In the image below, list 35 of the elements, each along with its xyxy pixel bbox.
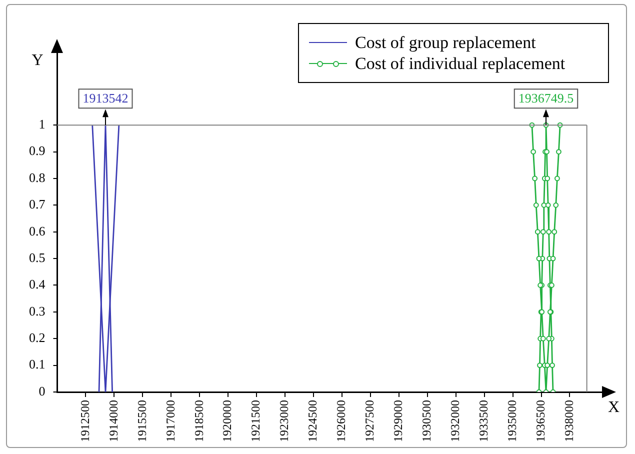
y-tick-label: 0.4 xyxy=(29,276,46,292)
y-axis-title: Y xyxy=(32,52,44,70)
x-tick-label: 1927500 xyxy=(362,400,377,442)
x-tick-label: 1926000 xyxy=(334,400,348,442)
x-tick-label: 1938000 xyxy=(562,400,576,442)
y-tick-label: 0.8 xyxy=(29,170,46,185)
x-tick-label: 1932000 xyxy=(448,400,462,442)
x-tick-label: 1914000 xyxy=(106,400,120,442)
x-tick-label: 1920000 xyxy=(220,400,234,442)
legend-label: Cost of individual replacement xyxy=(355,53,566,74)
x-tick-label: 1915500 xyxy=(134,400,149,442)
y-tick-label: 0.9 xyxy=(29,143,46,158)
x-tick-label: 1930500 xyxy=(420,400,434,442)
x-tick-label: 1917000 xyxy=(163,400,178,442)
y-tick-label: 1 xyxy=(38,116,46,132)
x-tick-label: 1918500 xyxy=(192,400,206,442)
x-tick-label: 1921500 xyxy=(248,400,263,442)
y-tick-label: 0.5 xyxy=(29,250,46,265)
annotation: 1936749.5 xyxy=(518,90,574,106)
y-tick-label: 0.1 xyxy=(29,356,46,372)
y-tick-label: 0.3 xyxy=(29,303,46,318)
x-tick-label: 1935000 xyxy=(504,400,519,442)
annotation: 1913542 xyxy=(82,90,128,106)
x-tick-label: 1912500 xyxy=(78,400,92,442)
x-tick-label: 1933500 xyxy=(476,400,490,442)
x-tick-label: 1924500 xyxy=(306,400,320,442)
x-tick-label: 1923000 xyxy=(277,400,292,442)
x-axis-title: X xyxy=(608,399,620,416)
x-tick-label: 1929000 xyxy=(391,400,406,442)
y-tick-label: 0.2 xyxy=(29,330,46,346)
y-tick-label: 0.6 xyxy=(29,223,46,238)
x-tick-label: 1936500 xyxy=(533,400,548,442)
y-tick-label: 0.7 xyxy=(29,196,46,212)
y-tick-label: 0 xyxy=(38,383,46,398)
legend-label: Cost of group replacement xyxy=(355,32,536,53)
